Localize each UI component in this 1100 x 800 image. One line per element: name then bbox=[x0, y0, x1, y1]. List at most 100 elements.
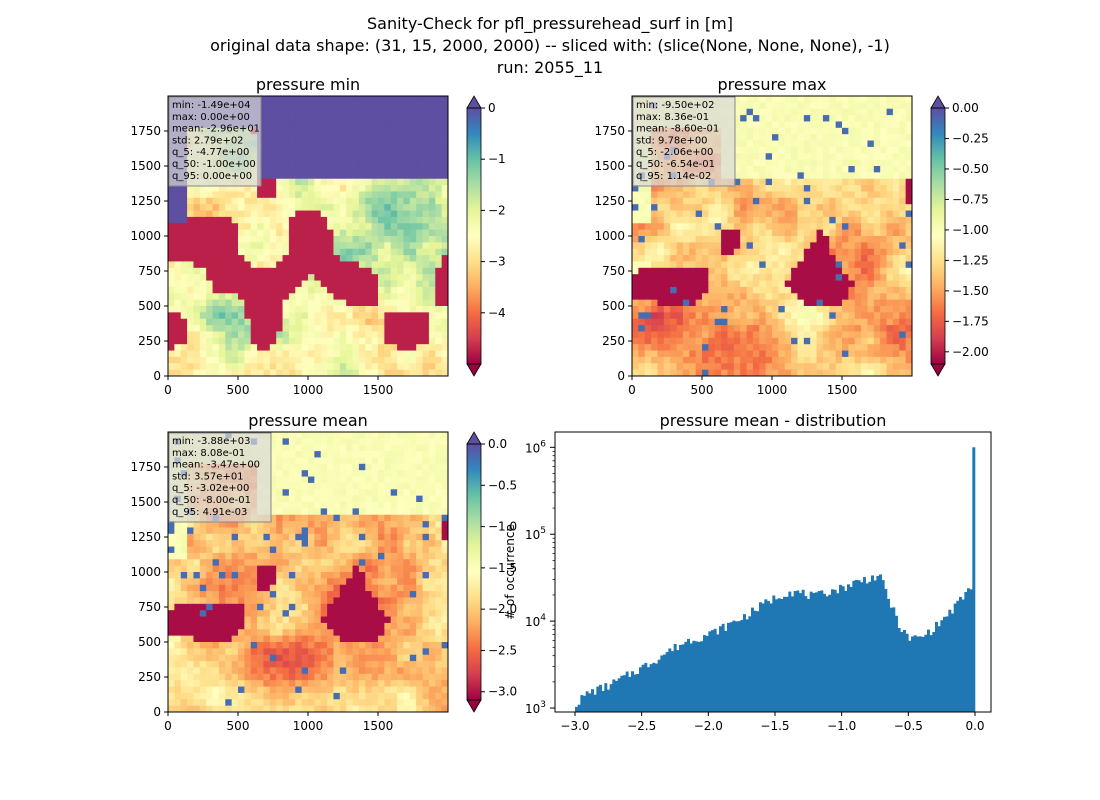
heatmap-cell bbox=[638, 356, 646, 364]
heatmap-cell bbox=[759, 153, 767, 161]
heatmap-cell bbox=[905, 242, 913, 250]
heatmap-cell bbox=[397, 121, 404, 129]
heatmap-cell bbox=[263, 166, 271, 173]
heatmap-cell bbox=[390, 552, 398, 560]
heatmap-cell bbox=[842, 350, 849, 358]
heatmap-cell bbox=[269, 438, 277, 446]
heatmap-cell bbox=[816, 191, 824, 199]
heatmap-cell bbox=[301, 451, 309, 458]
heatmap-cell bbox=[428, 457, 436, 465]
heatmap-cell bbox=[358, 121, 366, 129]
heatmap-cell bbox=[803, 191, 811, 199]
heatmap-cell bbox=[187, 286, 194, 294]
heatmap-cell bbox=[848, 318, 856, 326]
heatmap-cell bbox=[905, 331, 913, 339]
heatmap-cell bbox=[327, 299, 334, 307]
heatmap-cell bbox=[842, 197, 849, 205]
heatmap-cell bbox=[199, 242, 207, 250]
heatmap-cell bbox=[689, 274, 697, 281]
heatmap-cell bbox=[810, 312, 817, 320]
heatmap-cell bbox=[397, 216, 404, 224]
heatmap-cell bbox=[301, 306, 309, 313]
heatmap-cell bbox=[295, 356, 303, 364]
heatmap-cell bbox=[301, 255, 309, 262]
heatmap-cell bbox=[759, 134, 767, 141]
heatmap-cell bbox=[308, 312, 315, 320]
heatmap-cell bbox=[352, 495, 360, 503]
heatmap-cell bbox=[708, 312, 716, 320]
heatmap-cell bbox=[339, 559, 347, 567]
heatmap-cell bbox=[428, 121, 436, 129]
heatmap-cell bbox=[218, 350, 226, 358]
y-tick-label: 1750 bbox=[594, 124, 625, 138]
heatmap-cell bbox=[358, 350, 366, 358]
heatmap-cell bbox=[218, 306, 226, 313]
y-tick-label: 500 bbox=[138, 299, 161, 313]
heatmap-cell bbox=[384, 363, 392, 371]
heatmap-cell bbox=[276, 248, 283, 256]
heatmap-cell bbox=[746, 337, 754, 345]
heatmap-cell bbox=[295, 261, 303, 269]
heatmap-cell bbox=[689, 369, 697, 377]
heatmap-cell bbox=[670, 191, 677, 199]
heatmap-cell bbox=[327, 216, 334, 224]
heatmap-cell bbox=[225, 318, 233, 326]
heatmap-cell bbox=[238, 331, 245, 339]
heatmap-cell bbox=[276, 552, 283, 560]
heatmap-cell bbox=[880, 306, 887, 313]
heatmap-cell bbox=[632, 255, 639, 262]
heatmap-cell bbox=[257, 306, 264, 313]
heatmap-cell bbox=[892, 318, 900, 326]
heatmap-cell bbox=[168, 223, 175, 231]
heatmap-cell bbox=[397, 274, 404, 281]
heatmap-cell bbox=[371, 216, 379, 224]
heatmap-cell bbox=[727, 331, 735, 339]
heatmap-cell bbox=[746, 356, 754, 364]
heatmap-cell bbox=[168, 331, 175, 339]
heatmap-cell bbox=[702, 223, 709, 231]
heatmap-cell bbox=[409, 267, 417, 275]
heatmap-cell bbox=[378, 337, 385, 345]
heatmap-cell bbox=[276, 146, 283, 154]
heatmap-cell bbox=[238, 337, 245, 345]
heatmap-cell bbox=[295, 369, 303, 377]
heatmap-cell bbox=[428, 363, 436, 371]
colorbar-tick-label: −1.75 bbox=[952, 314, 989, 328]
heatmap-cell bbox=[727, 216, 735, 224]
heatmap-cell bbox=[759, 223, 767, 231]
heatmap-cell bbox=[886, 115, 894, 122]
heatmap-cell bbox=[842, 261, 849, 269]
heatmap-cell bbox=[822, 299, 830, 307]
heatmap-cell bbox=[180, 216, 188, 224]
heatmap-cell bbox=[225, 197, 233, 205]
heatmap-cell bbox=[390, 299, 398, 307]
heatmap-cell bbox=[778, 140, 786, 148]
heatmap-cell bbox=[822, 306, 830, 313]
heatmap-cell bbox=[365, 482, 373, 490]
heatmap-cell bbox=[721, 242, 728, 250]
heatmap-cell bbox=[174, 242, 182, 250]
heatmap-cell bbox=[187, 318, 194, 326]
heatmap-cell bbox=[873, 318, 881, 326]
heatmap-cell bbox=[416, 115, 423, 122]
heatmap-cell bbox=[282, 552, 290, 560]
heatmap-cell bbox=[320, 470, 328, 477]
heatmap-cell bbox=[409, 470, 417, 477]
heatmap-cell bbox=[702, 191, 709, 199]
heatmap-cell bbox=[428, 102, 436, 110]
heatmap-cell bbox=[199, 369, 207, 377]
heatmap-cell bbox=[193, 565, 201, 573]
heatmap-cell bbox=[327, 572, 334, 579]
heatmap-cell bbox=[797, 140, 805, 148]
heatmap-cell bbox=[225, 540, 233, 547]
heatmap-cell bbox=[899, 185, 907, 192]
heatmap-cell bbox=[435, 153, 443, 161]
heatmap-cell bbox=[257, 312, 264, 320]
heatmap-cell bbox=[892, 280, 900, 288]
heatmap-cell bbox=[371, 552, 379, 560]
heatmap-cell bbox=[250, 306, 258, 313]
heatmap-cell bbox=[339, 463, 347, 471]
heatmap-cell bbox=[740, 108, 747, 116]
heatmap-cell bbox=[441, 134, 449, 141]
heatmap-cell bbox=[282, 121, 290, 129]
